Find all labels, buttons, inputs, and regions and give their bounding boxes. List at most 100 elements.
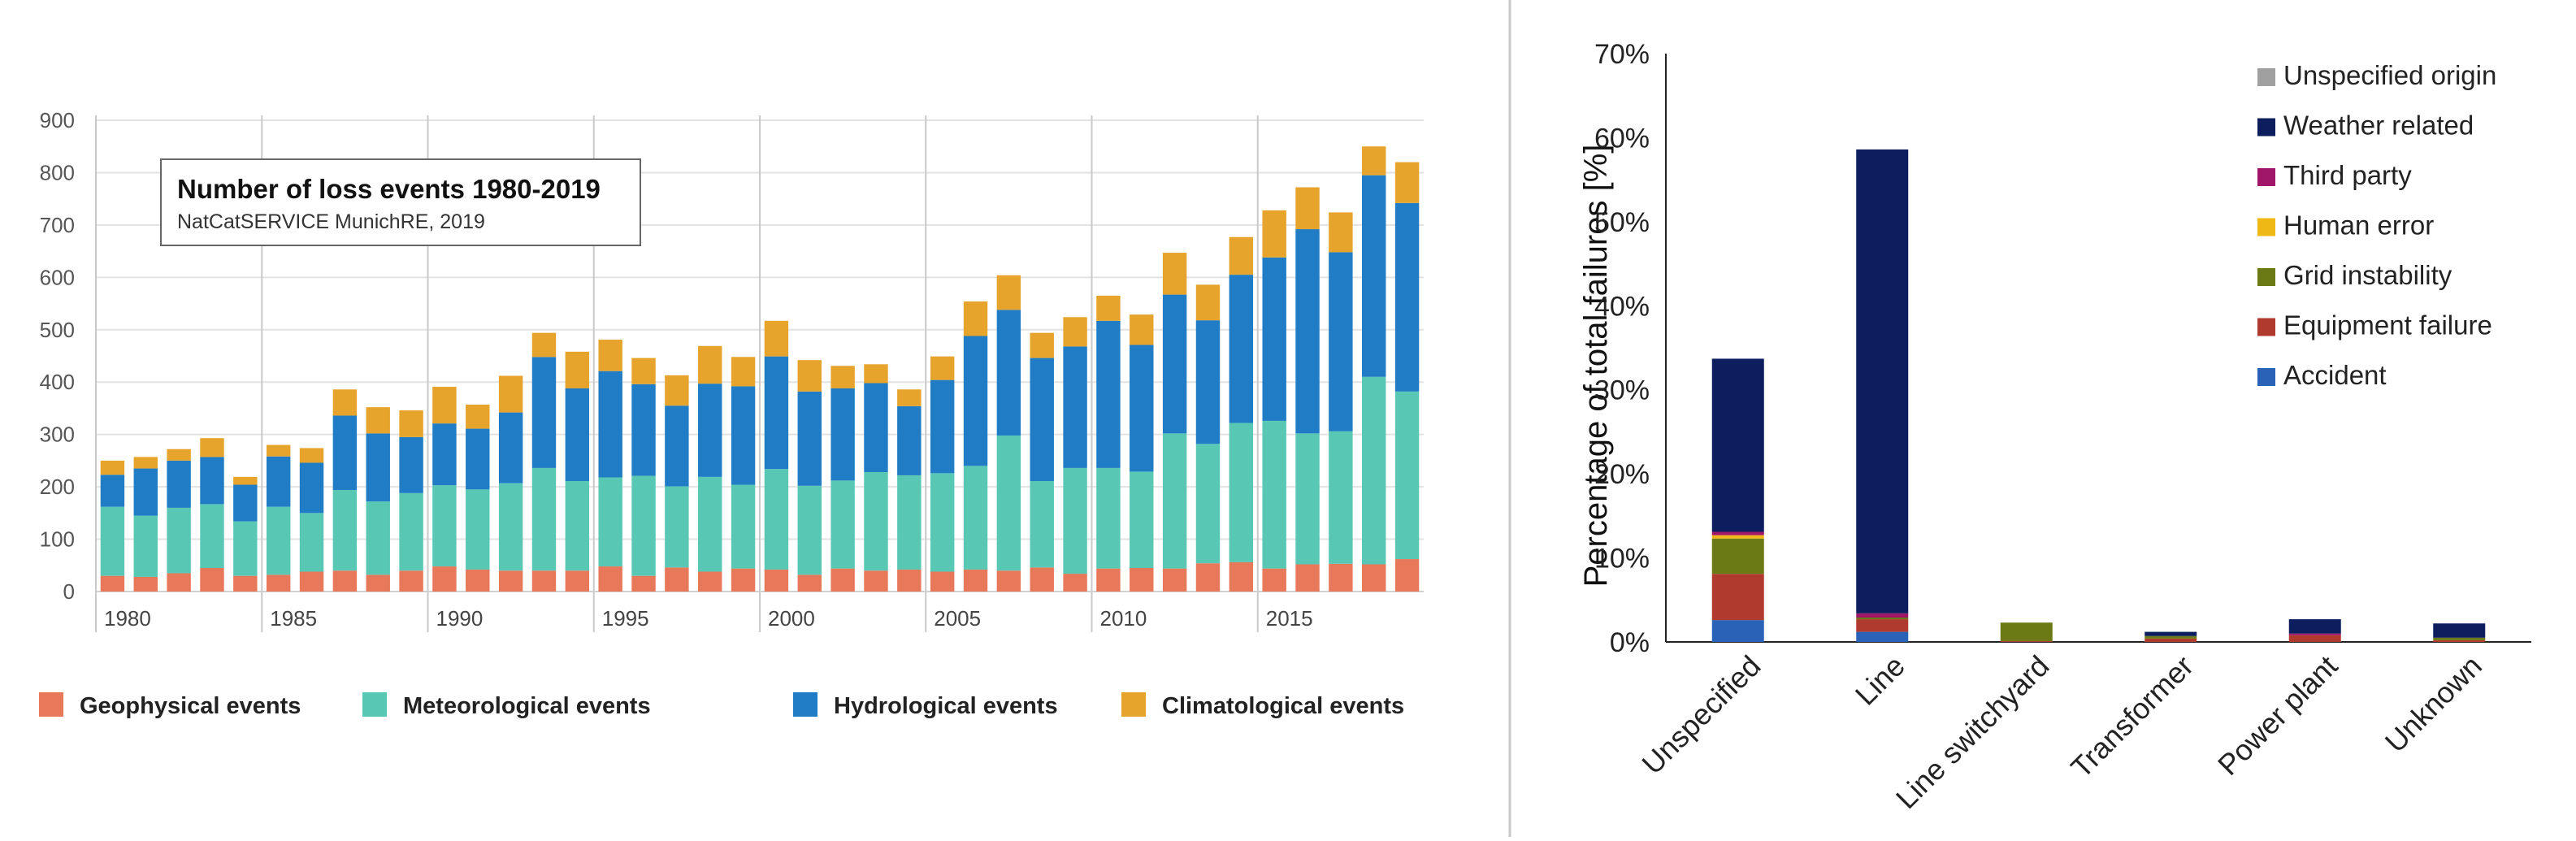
- bar-unspecified-equipment-failure: [1711, 574, 1764, 621]
- x-tick-label: 2010: [1100, 606, 1147, 631]
- bar-geophysical-events-2013: [1195, 563, 1221, 592]
- bar-geophysical-events-2006: [963, 569, 988, 592]
- bar-meteorological-events-2008: [1030, 481, 1054, 568]
- bar-unspecified-human-error: [1711, 535, 1764, 539]
- loss-chart-subtitle: NatCatSERVICE MunichRE, 2019: [177, 210, 485, 233]
- bar-unspecified-weather-related: [1711, 358, 1764, 532]
- bar-climatological-events-1998: [698, 345, 722, 384]
- bar-climatological-events-1988: [366, 407, 390, 434]
- bar-climatological-events-2008: [1030, 332, 1054, 358]
- bar-meteorological-events-1994: [565, 481, 590, 571]
- bar-hydrological-events-1985: [266, 456, 291, 507]
- bar-climatological-events-1994: [565, 351, 590, 388]
- bar-meteorological-events-1985: [266, 506, 291, 575]
- bar-hydrological-events-1989: [399, 436, 423, 493]
- bar-geophysical-events-2003: [864, 570, 888, 592]
- legend-swatch: [2257, 368, 2275, 386]
- bar-transformer-equipment-failure: [2144, 638, 2197, 642]
- bar-line-switchyard-grid-instability: [2000, 622, 2053, 641]
- bar-climatological-events-1984: [233, 476, 258, 485]
- bar-meteorological-events-1998: [698, 476, 722, 572]
- bar-hydrological-events-2000: [764, 356, 789, 470]
- bar-meteorological-events-1988: [366, 501, 390, 575]
- bar-power-plant-third-party: [2288, 633, 2341, 635]
- bar-geophysical-events-2008: [1030, 567, 1054, 592]
- bar-hydrological-events-2008: [1030, 358, 1054, 482]
- loss-chart-title-box: Number of loss events 1980-2019 NatCatSE…: [160, 158, 641, 246]
- bar-hydrological-events-2007: [996, 310, 1021, 436]
- bar-geophysical-events-2001: [797, 574, 822, 592]
- bar-meteorological-events-1984: [233, 521, 258, 576]
- bar-meteorological-events-1987: [332, 489, 358, 571]
- bar-geophysical-events-2014: [1229, 561, 1254, 592]
- bar-meteorological-events-2010: [1096, 467, 1121, 569]
- loss-chart-grid: [95, 115, 1424, 632]
- bar-meteorological-events-2001: [797, 485, 822, 575]
- bar-hydrological-events-1980: [100, 475, 125, 507]
- legend-swatch: [2257, 118, 2275, 137]
- bar-geophysical-events-1997: [665, 567, 689, 592]
- loss-chart-y-ticks: 0 100 200 300 400 500 600 700 800 900: [40, 108, 75, 604]
- bar-climatological-events-1980: [100, 460, 125, 475]
- bar-meteorological-events-2014: [1229, 423, 1254, 562]
- bar-meteorological-events-2009: [1063, 467, 1087, 574]
- bar-geophysical-events-2012: [1162, 568, 1187, 592]
- bar-geophysical-events-2016: [1295, 564, 1320, 592]
- bar-geophysical-events-2011: [1130, 568, 1154, 592]
- loss-events-chart: 0 100 200 300 400 500 600 700 800 900 1980 1985 199…: [39, 108, 1424, 719]
- bar-climatological-events-1991: [466, 404, 490, 429]
- bar-line-equipment-failure: [1856, 619, 1909, 632]
- bar-meteorological-events-1989: [399, 492, 423, 571]
- bar-hydrological-events-1990: [432, 423, 457, 486]
- bar-geophysical-events-1984: [233, 575, 258, 592]
- bar-hydrological-events-1993: [531, 357, 557, 468]
- bar-hydrological-events-1986: [299, 462, 324, 514]
- bar-hydrological-events-1984: [233, 484, 258, 522]
- bar-hydrological-events-2016: [1295, 229, 1320, 434]
- x-tick-label: Unspecified: [1635, 649, 1767, 781]
- bar-climatological-events-1995: [598, 340, 622, 371]
- bar-hydrological-events-1982: [167, 460, 191, 508]
- bar-meteorological-events-2007: [996, 435, 1021, 571]
- bar-geophysical-events-1986: [299, 571, 324, 592]
- failures-chart-y-ticks: 0% 10% 20% 30% 40% 50% 60% 70%: [1594, 39, 1650, 658]
- loss-chart-x-ticks: 1980 1985 1990 1995 2000 2005 2010 2015: [104, 606, 1313, 631]
- bar-line-third-party: [1856, 613, 1909, 618]
- legend-swatch: [2257, 68, 2275, 86]
- bar-geophysical-events-1996: [631, 575, 656, 592]
- bar-meteorological-events-2004: [897, 475, 922, 570]
- failures-chart-bars: [1711, 149, 2486, 642]
- bar-power-plant-weather-related: [2288, 619, 2341, 634]
- bar-geophysical-events-2000: [764, 569, 789, 592]
- bar-meteorological-events-2003: [864, 472, 888, 571]
- bar-meteorological-events-1986: [299, 513, 324, 572]
- y-tick-label: 0%: [1610, 627, 1650, 658]
- bar-geophysical-events-2002: [830, 568, 855, 592]
- bar-climatological-events-2010: [1096, 295, 1121, 321]
- legend-item-meteorological-events: Meteorological events: [362, 692, 651, 719]
- failures-chart-legend: Unspecified origin Weather related Third p…: [2257, 60, 2496, 390]
- legend-item-climatological-events: Climatological events: [1121, 692, 1404, 719]
- bar-geophysical-events-1991: [466, 569, 490, 592]
- bar-geophysical-events-1989: [399, 570, 423, 592]
- legend-swatch: [2257, 318, 2275, 336]
- bar-hydrological-events-2018: [1362, 175, 1386, 377]
- legend-label: Accident: [2283, 360, 2387, 390]
- bar-climatological-events-1981: [133, 457, 158, 469]
- x-tick-label: 1995: [602, 606, 649, 631]
- bar-hydrological-events-1983: [200, 457, 224, 505]
- legend-label: Grid instability: [2283, 260, 2452, 290]
- legend-label: Hydrological events: [834, 693, 1058, 719]
- legend-swatch: [2257, 268, 2275, 286]
- y-tick-label: 0: [63, 579, 75, 604]
- bar-geophysical-events-1983: [200, 568, 224, 592]
- bar-geophysical-events-2007: [996, 570, 1021, 592]
- bar-geophysical-events-2017: [1329, 563, 1353, 592]
- bar-hydrological-events-2006: [963, 336, 988, 466]
- bar-climatological-events-2016: [1295, 187, 1320, 230]
- bar-hydrological-events-2017: [1329, 252, 1353, 431]
- bar-geophysical-events-1982: [167, 573, 191, 592]
- legend-item-weather-related: Weather related: [2257, 111, 2474, 141]
- bar-hydrological-events-1987: [332, 415, 358, 490]
